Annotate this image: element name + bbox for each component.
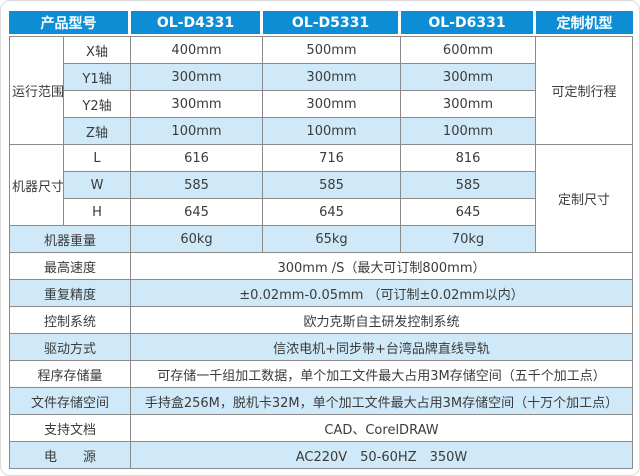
size-value: 716 <box>263 145 401 172</box>
weight-value: 65kg <box>263 226 401 253</box>
travel-value: 100mm <box>131 118 263 145</box>
spec-row-control-system: 控制系统 欧力克斯自主研发控制系统 <box>9 307 633 334</box>
spec-value: CAD、CorelDRAW <box>131 415 633 442</box>
travel-value: 300mm <box>131 91 263 118</box>
header-model-ol-d5331: OL-D5331 <box>263 11 401 36</box>
travel-value: 300mm <box>263 64 401 91</box>
spec-label: 支持文档 <box>9 415 131 442</box>
size-value: 585 <box>131 172 263 199</box>
machine-weight-label: 机器重量 <box>9 226 131 253</box>
dim-label-w: W <box>64 172 131 199</box>
dim-label-l: L <box>64 145 131 172</box>
note-custom-travel: 可定制行程 <box>536 36 633 145</box>
spec-label: 程序存储量 <box>9 361 131 388</box>
product-spec-table: 产品型号 OL-D4331 OL-D5331 OL-D6331 定制机型 运行范… <box>9 11 633 469</box>
axis-label-y1: Y1轴 <box>64 64 131 91</box>
header-model-ol-d4331: OL-D4331 <box>131 11 263 36</box>
spec-label: 最高速度 <box>9 253 131 280</box>
travel-value: 100mm <box>401 118 536 145</box>
travel-value: 300mm <box>131 64 263 91</box>
travel-value: 500mm <box>263 36 401 64</box>
header-product-label: 产品型号 <box>9 11 131 36</box>
size-value: 645 <box>401 199 536 226</box>
size-value: 585 <box>263 172 401 199</box>
size-value: 645 <box>131 199 263 226</box>
row-dim-w: W 585 585 585 <box>9 172 633 199</box>
spec-row-drive-mode: 驱动方式 信浓电机+同步带+台湾品牌直线导轨 <box>9 334 633 361</box>
row-dim-h: H 645 645 645 <box>9 199 633 226</box>
spec-value: AC220V 50-60HZ 350W <box>131 442 633 469</box>
spec-value: ±0.02mm-0.05mm （可订制±0.02mm以内） <box>131 280 633 307</box>
spec-label: 电 源 <box>9 442 131 469</box>
size-value: 616 <box>131 145 263 172</box>
row-dim-l: 机器尺寸 L 616 716 816 定制尺寸 <box>9 145 633 253</box>
dim-label-h: H <box>64 199 131 226</box>
spec-row-max-speed: 最高速度 300mm /S（最大可订制800mm） <box>9 253 633 280</box>
travel-value: 400mm <box>131 36 263 64</box>
spec-value: 可存储一千组加工数据，单个加工文件最大占用3M存储空间（五千个加工点） <box>131 361 633 388</box>
travel-value: 100mm <box>263 118 401 145</box>
spec-label: 重复精度 <box>9 280 131 307</box>
spec-row-file-storage: 文件存储空间 手持盒256M，脱机卡32M，单个加工文件最大占用3M存储空间（十… <box>9 388 633 415</box>
header-row: 产品型号 OL-D4331 OL-D5331 OL-D6331 定制机型 <box>9 11 633 36</box>
header-model-ol-d6331: OL-D6331 <box>401 11 536 36</box>
weight-value: 60kg <box>131 226 263 253</box>
row-axis-y2: Y2轴 300mm 300mm 300mm <box>9 91 633 118</box>
row-axis-z: Z轴 100mm 100mm 100mm <box>9 118 633 145</box>
spec-value: 手持盒256M，脱机卡32M，单个加工文件最大占用3M存储空间（十万个加工点） <box>131 388 633 415</box>
spec-row-supported-files: 支持文档 CAD、CorelDRAW <box>9 415 633 442</box>
axis-label-y2: Y2轴 <box>64 91 131 118</box>
spec-row-repeat-accuracy: 重复精度 ±0.02mm-0.05mm （可订制±0.02mm以内） <box>9 280 633 307</box>
group-travel-range-label: 运行范围 <box>9 36 64 145</box>
travel-value: 300mm <box>401 91 536 118</box>
row-machine-weight: 机器重量 60kg 65kg 70kg <box>9 226 633 253</box>
travel-value: 300mm <box>263 91 401 118</box>
spec-label: 控制系统 <box>9 307 131 334</box>
spec-value: 欧力克斯自主研发控制系统 <box>131 307 633 334</box>
travel-value: 600mm <box>401 36 536 64</box>
spec-row-power: 电 源 AC220V 50-60HZ 350W <box>9 442 633 469</box>
travel-value: 300mm <box>401 64 536 91</box>
size-value: 645 <box>263 199 401 226</box>
row-axis-x: 运行范围 X轴 400mm 500mm 600mm 可定制行程 <box>9 36 633 145</box>
axis-label-x: X轴 <box>64 36 131 64</box>
note-custom-size: 定制尺寸 <box>536 145 633 253</box>
group-machine-size-label: 机器尺寸 <box>9 145 64 226</box>
header-custom-model-label: 定制机型 <box>536 11 633 36</box>
size-value: 585 <box>401 172 536 199</box>
axis-label-z: Z轴 <box>64 118 131 145</box>
spec-value: 300mm /S（最大可订制800mm） <box>131 253 633 280</box>
weight-value: 70kg <box>401 226 536 253</box>
spec-label: 驱动方式 <box>9 334 131 361</box>
spec-value: 信浓电机+同步带+台湾品牌直线导轨 <box>131 334 633 361</box>
row-axis-y1: Y1轴 300mm 300mm 300mm <box>9 64 633 91</box>
spec-label: 文件存储空间 <box>9 388 131 415</box>
spec-row-program-storage: 程序存储量 可存储一千组加工数据，单个加工文件最大占用3M存储空间（五千个加工点… <box>9 361 633 388</box>
size-value: 816 <box>401 145 536 172</box>
